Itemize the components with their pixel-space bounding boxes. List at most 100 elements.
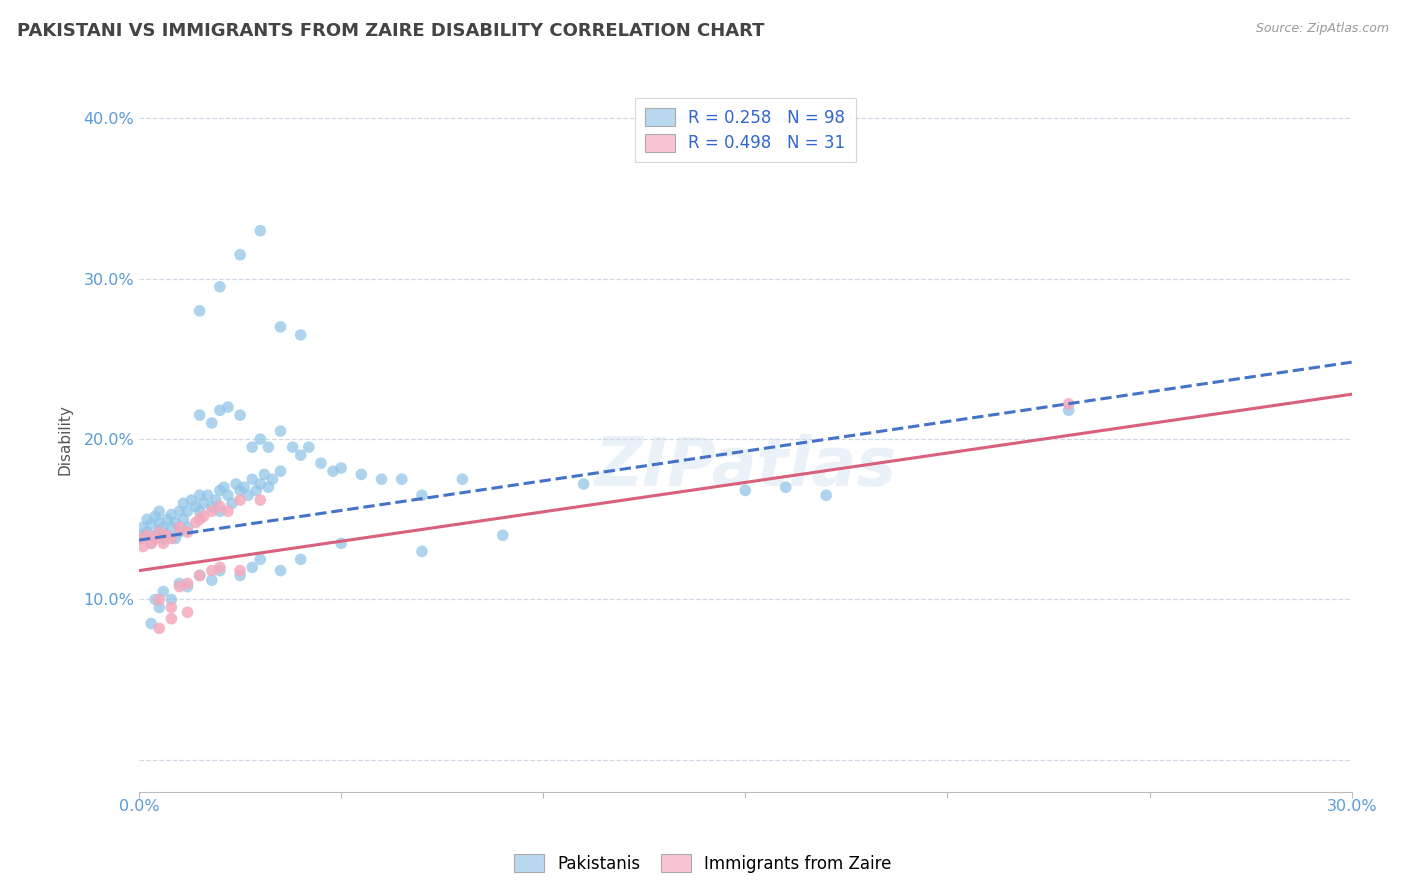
Point (156, 528, 179, 542)
Point (136, 512, 159, 526)
Point (229, 493, 252, 508)
Point (143, 528, 166, 542)
Point (148, 524, 170, 538)
Point (330, 461, 353, 475)
Point (229, 408, 252, 422)
Point (262, 472, 284, 486)
Point (217, 400, 239, 414)
Point (240, 560, 263, 574)
Point (270, 424, 292, 438)
Point (141, 536, 163, 550)
Point (240, 472, 263, 486)
Text: 0.0%: 0.0% (118, 798, 159, 814)
Point (208, 483, 231, 498)
Point (205, 493, 228, 508)
Point (188, 512, 211, 526)
Point (128, 528, 150, 542)
Point (143, 509, 166, 524)
Point (180, 493, 202, 508)
Point (201, 564, 224, 578)
Point (148, 525, 170, 540)
Point (253, 467, 276, 482)
Point (240, 440, 263, 454)
Point (188, 303, 211, 318)
Point (141, 517, 163, 532)
Point (148, 600, 170, 615)
Point (257, 440, 280, 454)
Point (225, 477, 247, 491)
Point (257, 480, 280, 494)
Point (249, 552, 271, 566)
Point (238, 488, 260, 502)
Point (176, 504, 198, 518)
Point (411, 488, 433, 502)
Point (322, 464, 344, 478)
Point (184, 500, 207, 514)
Point (156, 512, 179, 526)
Point (350, 467, 373, 482)
Point (176, 576, 198, 591)
Point (229, 564, 252, 578)
Point (160, 600, 183, 615)
Point (309, 456, 332, 470)
Point (143, 532, 166, 546)
Point (188, 408, 211, 422)
Point (201, 500, 224, 514)
Point (249, 224, 271, 238)
Point (330, 536, 353, 550)
Point (249, 432, 271, 446)
Point (201, 416, 224, 430)
Text: 30.0%: 30.0% (1326, 798, 1376, 814)
Point (221, 496, 243, 510)
Point (173, 512, 195, 526)
Point (281, 440, 304, 454)
Point (160, 508, 183, 522)
Point (152, 584, 174, 599)
Y-axis label: Disability: Disability (58, 404, 72, 475)
Point (245, 483, 267, 498)
Point (270, 564, 292, 578)
Legend: Pakistanis, Immigrants from Zaire: Pakistanis, Immigrants from Zaire (508, 847, 898, 880)
Point (188, 568, 211, 582)
Point (208, 403, 231, 417)
Point (451, 472, 474, 486)
Point (136, 528, 159, 542)
Point (249, 493, 271, 508)
Point (201, 573, 224, 587)
Point (290, 327, 312, 342)
Text: ZIPatlas: ZIPatlas (595, 434, 897, 500)
Point (132, 532, 155, 546)
Point (208, 280, 231, 294)
Point (775, 480, 797, 494)
Point (169, 580, 191, 594)
Point (217, 488, 239, 502)
Point (197, 488, 219, 502)
Text: Source: ZipAtlas.com: Source: ZipAtlas.com (1256, 22, 1389, 36)
Point (148, 621, 170, 635)
Point (160, 592, 183, 607)
Point (298, 440, 321, 454)
Point (160, 532, 183, 546)
Point (165, 516, 187, 530)
Point (148, 516, 170, 530)
Point (270, 464, 292, 478)
Point (201, 504, 224, 518)
Point (176, 605, 198, 619)
Text: PAKISTANI VS IMMIGRANTS FROM ZAIRE DISABILITY CORRELATION CHART: PAKISTANI VS IMMIGRANTS FROM ZAIRE DISAB… (17, 22, 765, 40)
Point (1057, 403, 1080, 417)
Point (290, 552, 312, 566)
Point (152, 520, 174, 534)
Point (176, 520, 198, 534)
Point (249, 477, 271, 491)
Point (152, 536, 174, 550)
Point (391, 472, 413, 486)
Point (173, 496, 195, 510)
Point (128, 532, 150, 546)
Point (176, 580, 198, 594)
Point (176, 525, 198, 540)
Point (370, 472, 392, 486)
Point (208, 564, 231, 578)
Point (188, 504, 211, 518)
Point (193, 509, 215, 524)
Point (734, 483, 756, 498)
